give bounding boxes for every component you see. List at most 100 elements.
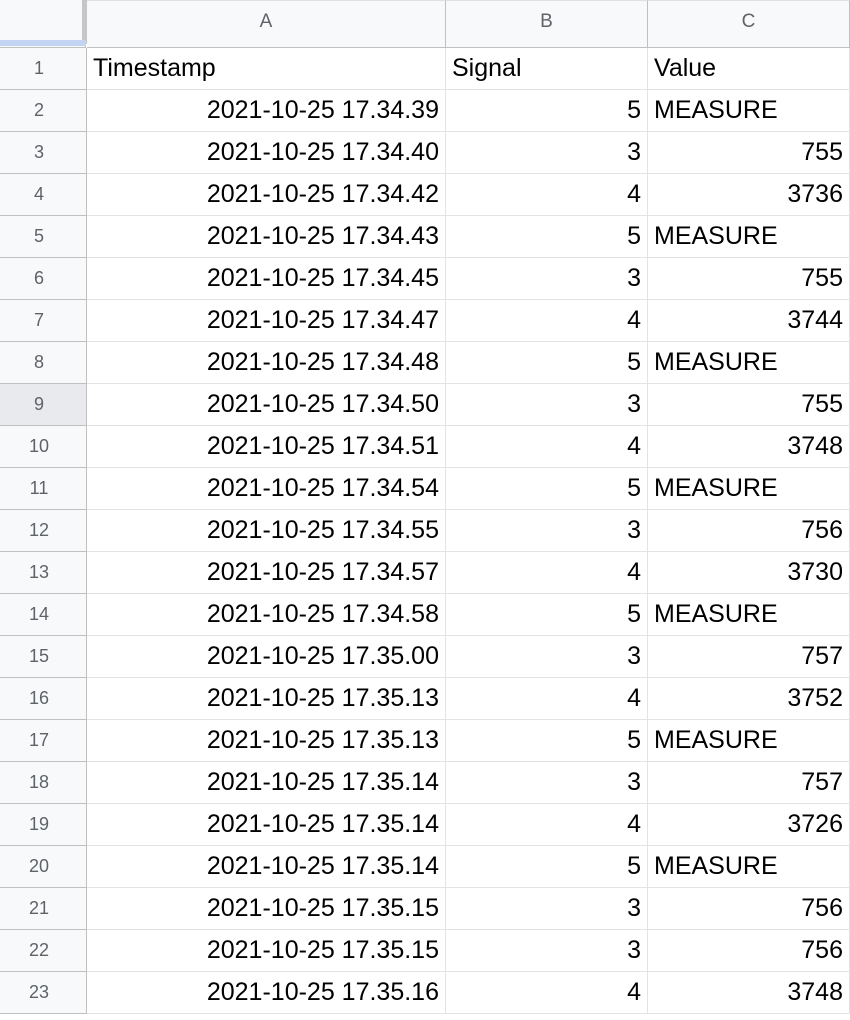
table-row: 22 2021-10-25 17.35.15 3 756	[0, 930, 850, 972]
row-header[interactable]: 9	[0, 384, 87, 426]
cell-signal[interactable]: 3	[446, 930, 648, 972]
cell-signal[interactable]: 5	[446, 846, 648, 888]
table-row: 21 2021-10-25 17.35.15 3 756	[0, 888, 850, 930]
row-header[interactable]: 10	[0, 426, 87, 468]
cell-timestamp[interactable]: 2021-10-25 17.34.40	[87, 132, 446, 174]
row-header[interactable]: 14	[0, 594, 87, 636]
cell-value[interactable]: MEASURE	[648, 846, 850, 888]
cell-signal[interactable]: 4	[446, 300, 648, 342]
cell-signal[interactable]: 3	[446, 132, 648, 174]
cell-timestamp[interactable]: 2021-10-25 17.34.45	[87, 258, 446, 300]
cell-value[interactable]: 3752	[648, 678, 850, 720]
cell-signal[interactable]: 4	[446, 972, 648, 1014]
cell-value[interactable]: 756	[648, 930, 850, 972]
row-header[interactable]: 11	[0, 468, 87, 510]
cell-value[interactable]: MEASURE	[648, 468, 850, 510]
cell-signal[interactable]: 4	[446, 174, 648, 216]
column-header-c[interactable]: C	[648, 0, 850, 48]
cell-value[interactable]: 3726	[648, 804, 850, 846]
row-header[interactable]: 23	[0, 972, 87, 1014]
cell-value[interactable]: 757	[648, 636, 850, 678]
cell-value[interactable]: 3748	[648, 972, 850, 1014]
cell-signal[interactable]: 4	[446, 804, 648, 846]
cell-value[interactable]: 755	[648, 258, 850, 300]
cell-timestamp[interactable]: 2021-10-25 17.35.00	[87, 636, 446, 678]
row-header[interactable]: 17	[0, 720, 87, 762]
cell-value[interactable]: 756	[648, 888, 850, 930]
cell-value[interactable]: 3748	[648, 426, 850, 468]
cell-value[interactable]: 756	[648, 510, 850, 552]
column-header-b[interactable]: B	[446, 0, 648, 48]
cell-value[interactable]: MEASURE	[648, 720, 850, 762]
cell-signal[interactable]: 4	[446, 552, 648, 594]
cell-value[interactable]: 3736	[648, 174, 850, 216]
cell-timestamp[interactable]: 2021-10-25 17.35.13	[87, 678, 446, 720]
row-header[interactable]: 1	[0, 48, 87, 90]
cell-signal[interactable]: 5	[446, 720, 648, 762]
cell-signal[interactable]: 4	[446, 678, 648, 720]
cell-signal[interactable]: 3	[446, 762, 648, 804]
row-header[interactable]: 8	[0, 342, 87, 384]
cell-signal[interactable]: 5	[446, 594, 648, 636]
row-header[interactable]: 21	[0, 888, 87, 930]
row-header[interactable]: 15	[0, 636, 87, 678]
cell-value[interactable]: 3744	[648, 300, 850, 342]
cell-timestamp[interactable]: 2021-10-25 17.34.58	[87, 594, 446, 636]
cell-timestamp[interactable]: 2021-10-25 17.35.13	[87, 720, 446, 762]
cell-timestamp[interactable]: 2021-10-25 17.34.55	[87, 510, 446, 552]
cell-signal[interactable]: 5	[446, 90, 648, 132]
freeze-row-handle[interactable]	[0, 40, 86, 46]
cell-signal[interactable]: 3	[446, 888, 648, 930]
row-header[interactable]: 22	[0, 930, 87, 972]
cell-value[interactable]: 755	[648, 384, 850, 426]
row-header[interactable]: 13	[0, 552, 87, 594]
cell-timestamp[interactable]: 2021-10-25 17.35.16	[87, 972, 446, 1014]
cell-timestamp[interactable]: 2021-10-25 17.34.43	[87, 216, 446, 258]
cell-timestamp[interactable]: 2021-10-25 17.34.50	[87, 384, 446, 426]
row-header[interactable]: 7	[0, 300, 87, 342]
cell-signal[interactable]: 3	[446, 258, 648, 300]
row-header[interactable]: 6	[0, 258, 87, 300]
cell-timestamp[interactable]: 2021-10-25 17.35.14	[87, 846, 446, 888]
cell-signal[interactable]: 4	[446, 426, 648, 468]
cell-timestamp[interactable]: 2021-10-25 17.34.42	[87, 174, 446, 216]
cell-timestamp[interactable]: Timestamp	[87, 48, 446, 90]
row-header[interactable]: 19	[0, 804, 87, 846]
cell-timestamp[interactable]: 2021-10-25 17.34.48	[87, 342, 446, 384]
cell-value[interactable]: MEASURE	[648, 342, 850, 384]
cell-signal[interactable]: Signal	[446, 48, 648, 90]
cell-signal[interactable]: 3	[446, 636, 648, 678]
row-header[interactable]: 2	[0, 90, 87, 132]
cell-signal[interactable]: 3	[446, 384, 648, 426]
cell-value[interactable]: Value	[648, 48, 850, 90]
cell-timestamp[interactable]: 2021-10-25 17.35.14	[87, 804, 446, 846]
cell-value[interactable]: MEASURE	[648, 90, 850, 132]
cell-timestamp[interactable]: 2021-10-25 17.34.54	[87, 468, 446, 510]
table-row: 18 2021-10-25 17.35.14 3 757	[0, 762, 850, 804]
cell-signal[interactable]: 3	[446, 510, 648, 552]
row-header[interactable]: 12	[0, 510, 87, 552]
row-header[interactable]: 3	[0, 132, 87, 174]
cell-value[interactable]: MEASURE	[648, 594, 850, 636]
cell-value[interactable]: 757	[648, 762, 850, 804]
cell-timestamp[interactable]: 2021-10-25 17.35.15	[87, 930, 446, 972]
cell-timestamp[interactable]: 2021-10-25 17.34.39	[87, 90, 446, 132]
cell-timestamp[interactable]: 2021-10-25 17.34.51	[87, 426, 446, 468]
cell-value[interactable]: 3730	[648, 552, 850, 594]
row-header[interactable]: 4	[0, 174, 87, 216]
cell-value[interactable]: 755	[648, 132, 850, 174]
row-header[interactable]: 18	[0, 762, 87, 804]
cell-timestamp[interactable]: 2021-10-25 17.35.15	[87, 888, 446, 930]
cell-timestamp[interactable]: 2021-10-25 17.34.47	[87, 300, 446, 342]
cell-signal[interactable]: 5	[446, 342, 648, 384]
row-header[interactable]: 16	[0, 678, 87, 720]
cell-timestamp[interactable]: 2021-10-25 17.34.57	[87, 552, 446, 594]
cell-value[interactable]: MEASURE	[648, 216, 850, 258]
cell-signal[interactable]: 5	[446, 216, 648, 258]
row-header[interactable]: 20	[0, 846, 87, 888]
cell-signal[interactable]: 5	[446, 468, 648, 510]
freeze-column-handle[interactable]	[82, 0, 87, 44]
column-header-a[interactable]: A	[87, 0, 446, 48]
cell-timestamp[interactable]: 2021-10-25 17.35.14	[87, 762, 446, 804]
row-header[interactable]: 5	[0, 216, 87, 258]
